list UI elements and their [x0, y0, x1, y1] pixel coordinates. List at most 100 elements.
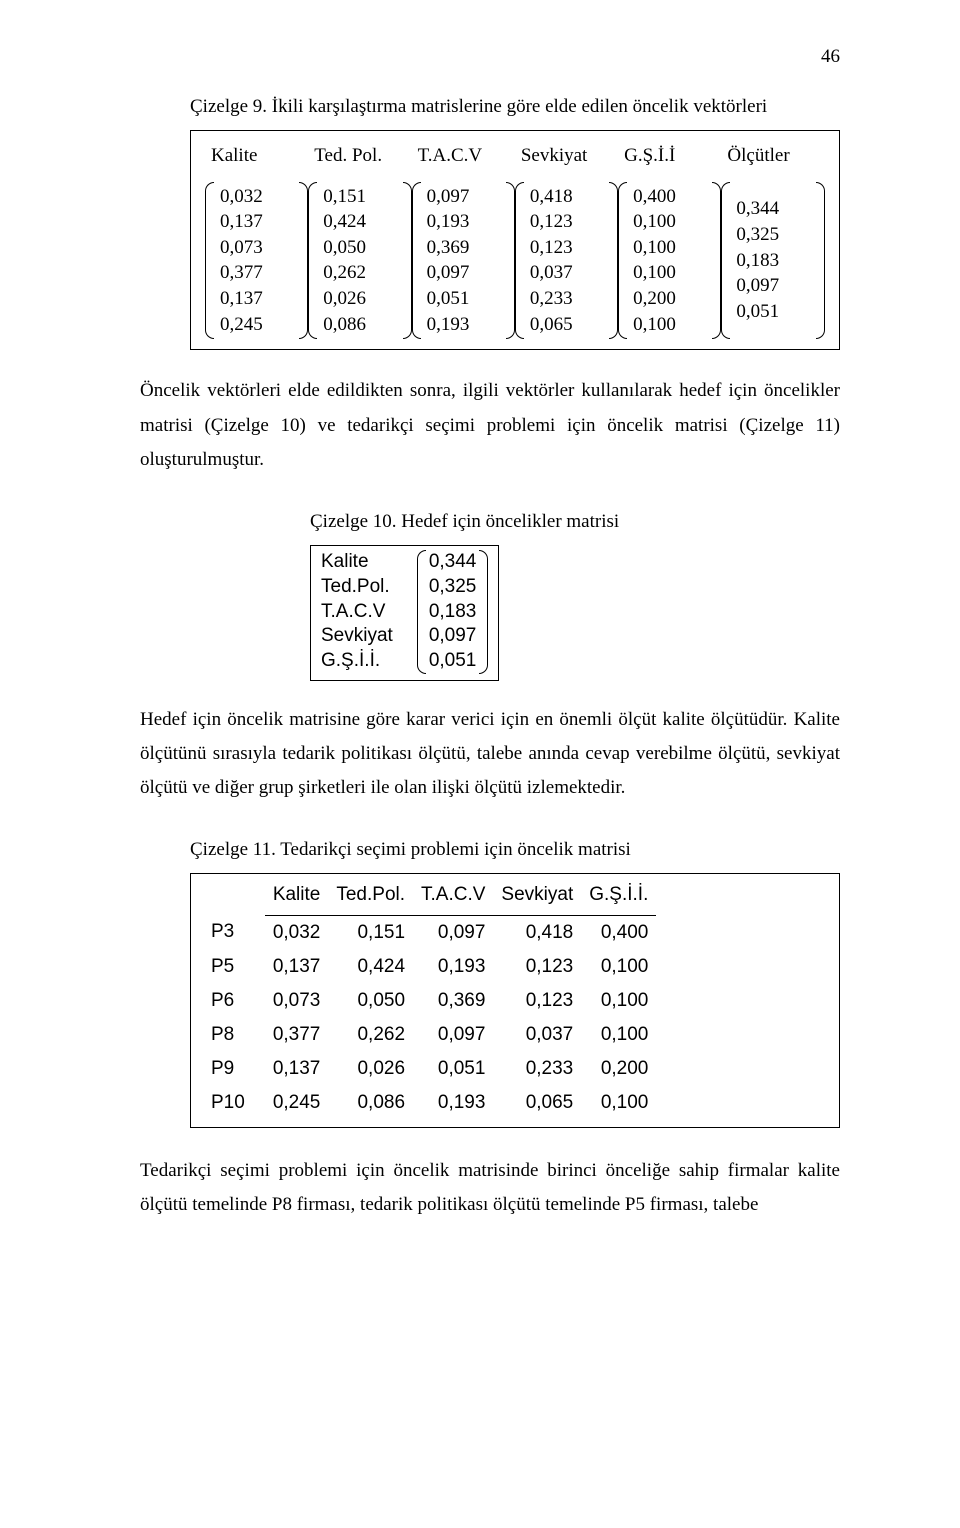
- table-9-columns: 0,032 0,137 0,073 0,377 0,137 0,245 0,15…: [205, 182, 825, 340]
- cell: 0,193: [425, 209, 502, 235]
- cell: 0,424: [321, 209, 398, 235]
- col-header: Ted. Pol.: [308, 139, 411, 173]
- cell: 0,026: [328, 1052, 413, 1086]
- cell: 0,233: [493, 1052, 581, 1086]
- bracket-left-icon: [417, 550, 426, 673]
- table-11: Kalite Ted.Pol. T.A.C.V Sevkiyat G.Ş.İ.İ…: [203, 878, 656, 1120]
- cell: 0,151: [328, 915, 413, 950]
- cell: 0,123: [493, 950, 581, 984]
- cell: 0,026: [321, 286, 398, 312]
- cell: 0,137: [218, 286, 295, 312]
- caption-9: Çizelge 9. İkili karşılaştırma matrisler…: [140, 90, 840, 124]
- cell: 0,325: [426, 575, 480, 600]
- row-label: G.Ş.İ.İ.: [321, 649, 413, 674]
- cell: P5: [203, 950, 265, 984]
- cell: P8: [203, 1018, 265, 1052]
- cell: 0,100: [581, 1018, 656, 1052]
- cell: 0,137: [265, 950, 329, 984]
- cell: 0,400: [631, 184, 708, 210]
- cell: 0,262: [328, 1018, 413, 1052]
- table-row: P6 0,073 0,050 0,369 0,123 0,100: [203, 984, 656, 1018]
- cell: 0,344: [734, 196, 811, 222]
- row-labels: Kalite Ted.Pol. T.A.C.V Sevkiyat G.Ş.İ.İ…: [321, 550, 417, 673]
- cell: 0,037: [493, 1018, 581, 1052]
- cell: 0,073: [218, 235, 295, 261]
- cell: 0,418: [528, 184, 605, 210]
- paragraph: Öncelik vektörleri elde edildikten sonra…: [140, 374, 840, 477]
- cell: 0,097: [426, 624, 480, 649]
- cell: 0,369: [425, 235, 502, 261]
- cell: 0,377: [218, 260, 295, 286]
- cell: 0,262: [321, 260, 398, 286]
- cell: 0,123: [493, 984, 581, 1018]
- cell: 0,183: [426, 600, 480, 625]
- cell: 0,200: [631, 286, 708, 312]
- vector-values: 0,344 0,325 0,183 0,097 0,051: [426, 550, 480, 673]
- cell: 0,369: [413, 984, 493, 1018]
- cell: 0,100: [631, 209, 708, 235]
- cell: 0,400: [581, 915, 656, 950]
- cell: 0,100: [581, 950, 656, 984]
- cell: 0,100: [631, 260, 708, 286]
- paragraph: Hedef için öncelik matrisine göre karar …: [140, 703, 840, 806]
- col-header: T.A.C.V: [413, 878, 493, 915]
- vector-values: 0,151 0,424 0,050 0,262 0,026 0,086: [317, 182, 402, 340]
- cell: 0,097: [413, 915, 493, 950]
- vector-values: 0,032 0,137 0,073 0,377 0,137 0,245: [214, 182, 299, 340]
- cell: P9: [203, 1052, 265, 1086]
- cell: 0,193: [413, 950, 493, 984]
- cell: 0,065: [528, 312, 605, 338]
- cell: 0,097: [413, 1018, 493, 1052]
- vector-col: 0,151 0,424 0,050 0,262 0,026 0,086: [308, 182, 411, 340]
- row-label: Ted.Pol.: [321, 575, 413, 600]
- cell: 0,097: [425, 260, 502, 286]
- col-header: G.Ş.İ.İ: [618, 139, 721, 173]
- table-row: P10 0,245 0,086 0,193 0,065 0,100: [203, 1086, 656, 1120]
- cell: 0,100: [631, 312, 708, 338]
- bracket-left-icon: [618, 182, 627, 340]
- cell: 0,051: [413, 1052, 493, 1086]
- col-header: T.A.C.V: [412, 139, 515, 173]
- cell: P3: [203, 915, 265, 950]
- cell: 0,418: [493, 915, 581, 950]
- cell: 0,123: [528, 235, 605, 261]
- vector-values: 0,418 0,123 0,123 0,037 0,233 0,065: [524, 182, 609, 340]
- col-header: G.Ş.İ.İ.: [581, 878, 656, 915]
- vector-col: 0,032 0,137 0,073 0,377 0,137 0,245: [205, 182, 308, 340]
- vector-col: 0,418 0,123 0,123 0,037 0,233 0,065: [515, 182, 618, 340]
- col-header: Sevkiyat: [515, 139, 618, 173]
- cell: 0,100: [631, 235, 708, 261]
- table-10-box: Kalite Ted.Pol. T.A.C.V Sevkiyat G.Ş.İ.İ…: [310, 545, 499, 680]
- bracket-left-icon: [308, 182, 317, 340]
- cell: 0,137: [218, 209, 295, 235]
- cell: 0,097: [734, 273, 811, 299]
- cell: P6: [203, 984, 265, 1018]
- cell: 0,424: [328, 950, 413, 984]
- bracket-left-icon: [515, 182, 524, 340]
- table-row: P5 0,137 0,424 0,193 0,123 0,100: [203, 950, 656, 984]
- cell: 0,193: [413, 1086, 493, 1120]
- table-11-wrap: Çizelge 11. Tedarikçi seçimi problemi iç…: [140, 833, 840, 1128]
- bracket-right-icon: [299, 182, 308, 340]
- cell: 0,193: [425, 312, 502, 338]
- cell: 0,050: [328, 984, 413, 1018]
- cell: 0,344: [426, 550, 480, 575]
- cell: 0,051: [426, 649, 480, 674]
- page: 46 Çizelge 9. İkili karşılaştırma matris…: [0, 0, 960, 1282]
- cell: P10: [203, 1086, 265, 1120]
- bracket-right-icon: [609, 182, 618, 340]
- cell: 0,032: [265, 915, 329, 950]
- cell: 0,050: [321, 235, 398, 261]
- caption-10: Çizelge 10. Hedef için öncelikler matris…: [310, 505, 840, 539]
- cell: 0,100: [581, 1086, 656, 1120]
- cell: 0,086: [321, 312, 398, 338]
- cell: 0,137: [265, 1052, 329, 1086]
- table-10: Kalite Ted.Pol. T.A.C.V Sevkiyat G.Ş.İ.İ…: [321, 550, 488, 673]
- col-header: [203, 878, 265, 915]
- table-9-headers: Kalite Ted. Pol. T.A.C.V Sevkiyat G.Ş.İ.…: [205, 139, 825, 173]
- col-header: Ölçütler: [721, 139, 824, 173]
- cell: 0,032: [218, 184, 295, 210]
- table-row: P8 0,377 0,262 0,097 0,037 0,100: [203, 1018, 656, 1052]
- bracket-right-icon: [506, 182, 515, 340]
- table-9-box: Kalite Ted. Pol. T.A.C.V Sevkiyat G.Ş.İ.…: [190, 130, 840, 350]
